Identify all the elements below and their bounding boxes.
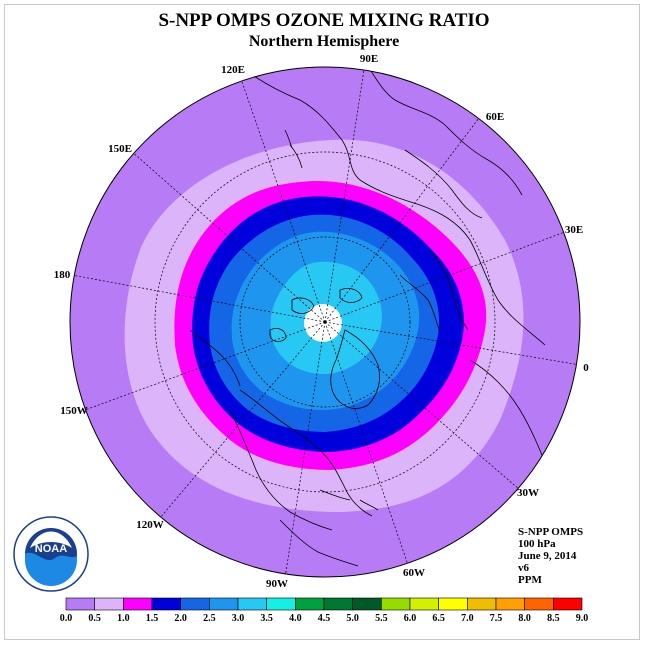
figure-subtitle: Northern Hemisphere [249, 33, 399, 50]
colorbar-swatch [295, 597, 325, 611]
colorbar-tick-label: 3.0 [232, 613, 245, 624]
info-date: June 9, 2014 [518, 550, 577, 562]
colorbar-tick-label: 8.0 [518, 613, 531, 624]
colorbar-swatch [524, 597, 554, 611]
lon-label-0: 0 [583, 362, 589, 374]
noaa-logo-text: NOAA [35, 543, 67, 555]
lon-label-30w: 30W [517, 487, 539, 499]
lon-label-120e: 120E [221, 64, 245, 76]
colorbar-tick-label: 7.0 [461, 613, 474, 624]
colorbar-tick-label: 5.5 [375, 613, 388, 624]
colorbar-swatch [65, 597, 95, 611]
info-version: v6 [518, 562, 530, 574]
coastlines [189, 67, 549, 567]
colorbar-tick-label: 2.5 [203, 613, 216, 624]
longitude-labels: 90E 60E 30E 0 30W 60W 90W 120W 150W 180 … [54, 53, 590, 590]
colorbar-swatch [409, 597, 439, 611]
colorbar-swatch [209, 597, 239, 611]
pole-no-data [304, 304, 342, 342]
lon-label-150e: 150E [108, 143, 132, 155]
colorbar-tick-label: 6.0 [404, 613, 417, 624]
lon-label-60e: 60E [486, 111, 504, 123]
lon-label-90e: 90E [360, 53, 378, 65]
colorbar-swatch [266, 597, 296, 611]
bird-icon [30, 531, 72, 548]
colorbar-tick-label: 7.5 [490, 613, 503, 624]
info-level: 100 hPa [518, 538, 556, 550]
map-border [69, 66, 581, 578]
info-instrument: S-NPP OMPS [518, 526, 583, 538]
colorbar-swatch [495, 597, 525, 611]
colorbar-tick-label: 5.0 [346, 613, 359, 624]
figure-title: S-NPP OMPS OZONE MIXING RATIO [158, 10, 489, 31]
colorbar: 0.0 0.5 1.0 1.5 2.0 2.5 3.0 3.5 4.0 4.5 5.0 5.5 6.0 6… [60, 597, 589, 624]
colorbar-tick-label: 2.0 [174, 613, 187, 624]
colorbar-swatch [180, 597, 210, 611]
lon-label-30e: 30E [565, 224, 583, 236]
colorbar-swatch [237, 597, 267, 611]
colorbar-swatch [323, 597, 353, 611]
info-units: PPM [518, 574, 542, 586]
colorbar-swatch [352, 597, 382, 611]
colorbar-tick-label: 1.5 [146, 613, 159, 624]
colorbar-swatch [151, 597, 181, 611]
lon-label-150w: 150W [60, 405, 88, 417]
colorbar-swatch [467, 597, 497, 611]
info-block: S-NPP OMPS 100 hPa June 9, 2014 v6 PPM [518, 526, 583, 586]
colorbar-tick-label: 8.5 [547, 613, 560, 624]
lon-label-180: 180 [54, 269, 71, 281]
colorbar-tick-label: 3.5 [260, 613, 273, 624]
colorbar-tick-label: 0.5 [88, 613, 101, 624]
colorbar-swatch [553, 597, 583, 611]
lon-label-90w: 90W [266, 578, 288, 590]
colorbar-swatch [438, 597, 468, 611]
colorbar-tick-label: 4.5 [318, 613, 331, 624]
colorbar-swatch [123, 597, 153, 611]
polar-map [70, 67, 580, 577]
graticule [71, 67, 580, 577]
wave-icon [25, 552, 77, 586]
colorbar-swatch [381, 597, 411, 611]
lon-label-60w: 60W [403, 567, 425, 579]
figure-frame [4, 4, 640, 640]
colorbar-tick-label: 0.0 [60, 613, 73, 624]
colorbar-tick-label: 1.0 [117, 613, 130, 624]
colorbar-swatch [94, 597, 124, 611]
colorbar-tick-label: 4.0 [289, 613, 302, 624]
colorbar-tick-label: 6.5 [432, 613, 445, 624]
noaa-logo: NOAA [13, 516, 89, 592]
lon-label-120w: 120W [136, 519, 164, 531]
colorbar-tick-label: 9.0 [576, 613, 589, 624]
